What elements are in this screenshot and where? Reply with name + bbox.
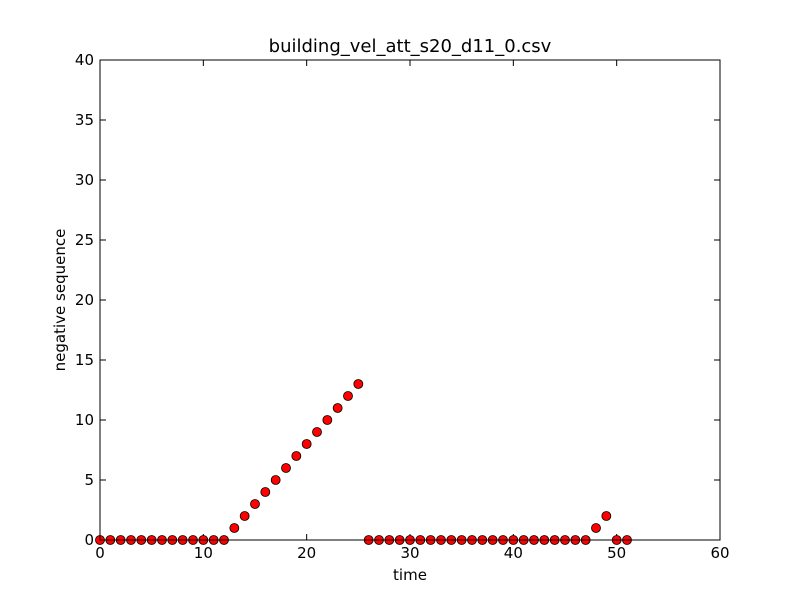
y-tick-label: 5 [84,471,94,489]
data-point [353,379,364,389]
y-tick-label: 15 [75,351,94,369]
axis-ticks: 0 10 20 30 40 50 60 0 5 10 15 20 25 30 35 40 [75,51,730,562]
data-point [281,463,291,473]
data-point [343,391,353,401]
chart-title: building_vel_att_s20_d11_0.csv [269,36,552,57]
x-tick-label: 20 [297,544,316,562]
x-tick-label: 60 [710,544,729,562]
data-point [301,439,312,449]
data-point [229,523,240,533]
data-point [332,403,343,413]
plot-frame [99,59,721,541]
y-tick-label: 30 [75,171,94,189]
x-axis-label: time [393,566,427,584]
y-tick-label: 40 [75,51,94,69]
data-point [591,523,601,533]
x-tick-label: 0 [95,544,105,562]
x-tick-label: 50 [607,544,626,562]
data-point [312,427,322,437]
y-tick-label: 20 [75,291,94,309]
data-point [291,451,302,461]
y-axis-label: negative sequence [51,229,69,372]
data-point [260,487,271,497]
y-tick-label: 10 [75,411,94,429]
y-tick-label: 35 [75,111,94,129]
data-point [239,511,250,521]
x-tick-label: 10 [194,544,213,562]
x-tick-label: 40 [504,544,523,562]
data-point [322,415,333,425]
data-points [95,379,632,545]
x-tick-label: 30 [400,544,419,562]
data-point [250,499,260,509]
y-tick-label: 0 [84,531,94,549]
data-point [270,475,281,485]
data-point [601,511,612,521]
y-tick-label: 25 [75,231,94,249]
